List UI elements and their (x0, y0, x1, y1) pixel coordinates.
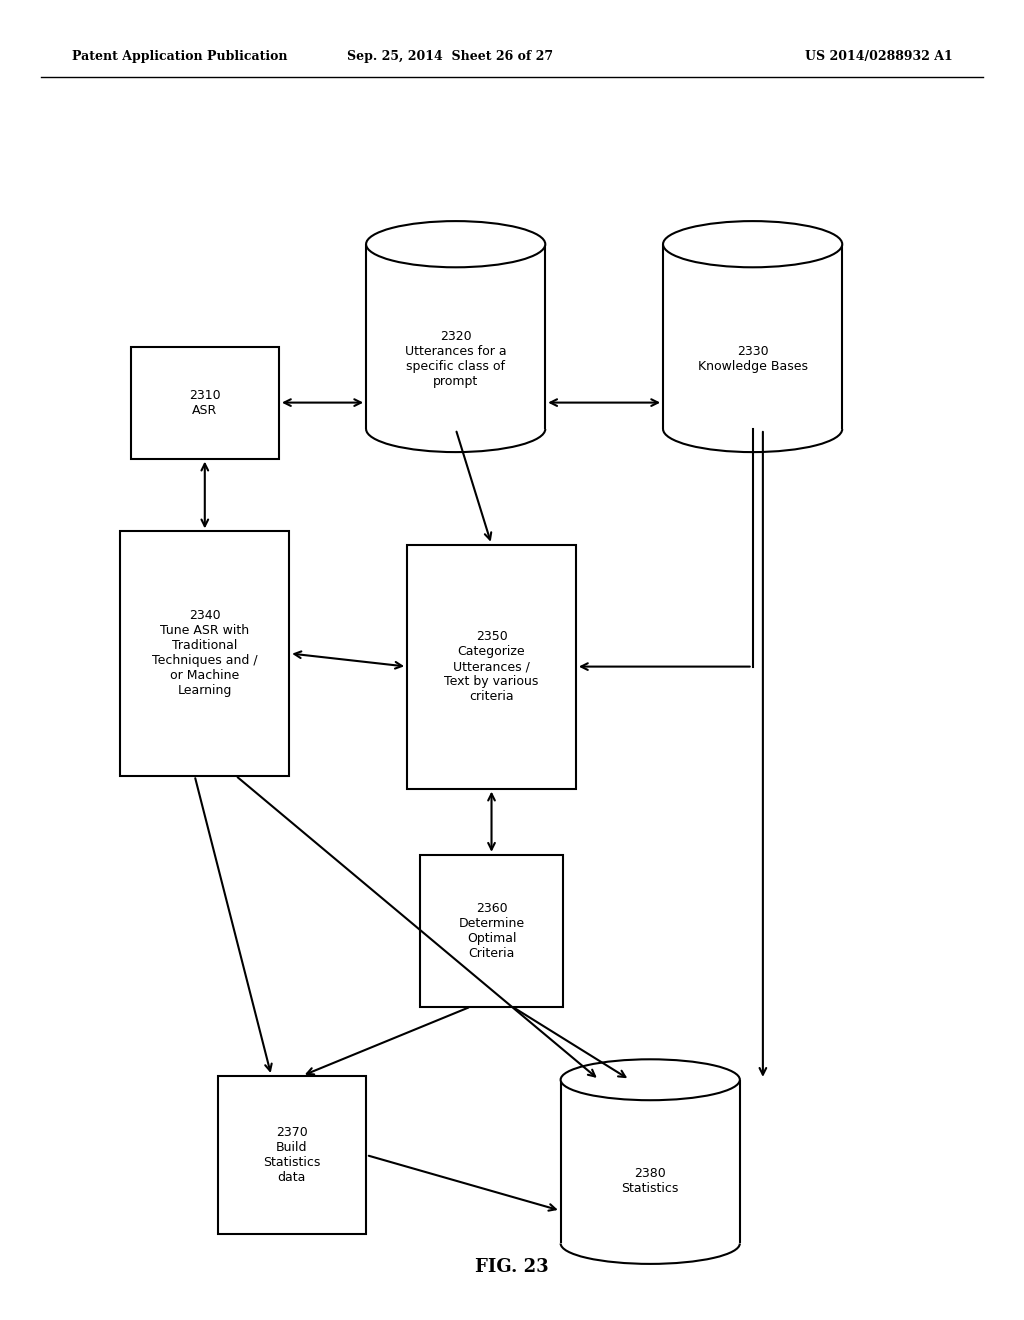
Text: US 2014/0288932 A1: US 2014/0288932 A1 (805, 50, 952, 63)
Ellipse shape (367, 222, 545, 267)
Text: Sep. 25, 2014  Sheet 26 of 27: Sep. 25, 2014 Sheet 26 of 27 (347, 50, 554, 63)
Ellipse shape (664, 222, 842, 267)
Text: 2330
Knowledge Bases: 2330 Knowledge Bases (697, 345, 808, 372)
FancyBboxPatch shape (131, 347, 279, 459)
Text: 2380
Statistics: 2380 Statistics (622, 1167, 679, 1195)
FancyBboxPatch shape (367, 244, 545, 429)
FancyBboxPatch shape (407, 545, 575, 789)
FancyBboxPatch shape (420, 855, 563, 1006)
Text: FIG. 23: FIG. 23 (475, 1258, 549, 1276)
Text: 2320
Utterances for a
specific class of
prompt: 2320 Utterances for a specific class of … (404, 330, 507, 388)
FancyBboxPatch shape (561, 1080, 739, 1243)
Text: 2350
Categorize
Utterances /
Text by various
criteria: 2350 Categorize Utterances / Text by var… (444, 630, 539, 704)
Text: 2310
ASR: 2310 ASR (189, 388, 220, 417)
FancyBboxPatch shape (121, 532, 290, 776)
Text: 2340
Tune ASR with
Traditional
Techniques and /
or Machine
Learning: 2340 Tune ASR with Traditional Technique… (152, 610, 258, 697)
FancyBboxPatch shape (664, 244, 842, 429)
Ellipse shape (561, 1059, 739, 1101)
FancyBboxPatch shape (217, 1076, 366, 1234)
Text: Patent Application Publication: Patent Application Publication (72, 50, 287, 63)
Text: 2360
Determine
Optimal
Criteria: 2360 Determine Optimal Criteria (459, 902, 524, 960)
Text: 2370
Build
Statistics
data: 2370 Build Statistics data (263, 1126, 321, 1184)
